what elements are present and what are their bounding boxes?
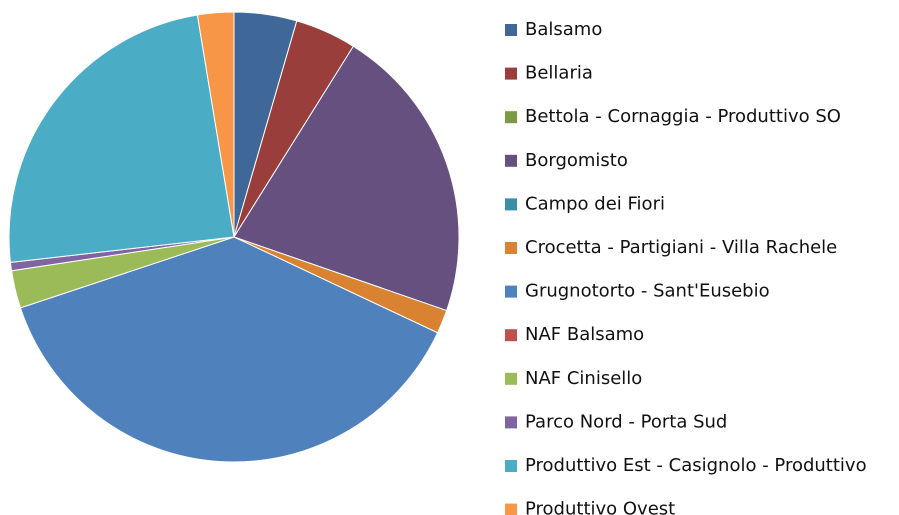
legend-label: Bettola - Cornaggia - Produttivo SO bbox=[525, 106, 841, 127]
pie-slice bbox=[196, 11, 235, 238]
legend-label: NAF Balsamo bbox=[525, 324, 644, 345]
legend-label: Campo dei Fiori bbox=[525, 193, 665, 214]
legend-swatch bbox=[505, 198, 517, 211]
pie-slice bbox=[19, 236, 439, 463]
legend-swatch bbox=[505, 242, 517, 254]
legend-swatch bbox=[505, 416, 517, 429]
legend-swatch bbox=[505, 67, 517, 80]
legend-label: Crocetta - Partigiani - Villa Rachele bbox=[525, 237, 837, 258]
legend-swatch bbox=[505, 460, 517, 472]
legend-label: Grugnotorto - Sant'Eusebio bbox=[525, 281, 770, 302]
legend-swatch bbox=[505, 329, 517, 342]
legend-label: NAF Cinisello bbox=[525, 368, 642, 389]
legend-label: Balsamo bbox=[525, 19, 602, 40]
legend-swatch bbox=[505, 285, 517, 298]
legend-label: Produttivo Est - Casignolo - Produttivo bbox=[525, 455, 867, 476]
pie-slice bbox=[233, 45, 460, 312]
pie-slice bbox=[8, 14, 235, 263]
legend-swatch bbox=[505, 503, 517, 515]
legend-swatch bbox=[505, 154, 517, 167]
legend-swatch bbox=[505, 111, 517, 124]
legend-label: Produttivo Ovest bbox=[525, 499, 675, 515]
legend-label: Bellaria bbox=[525, 63, 593, 84]
legend-label: Parco Nord - Porta Sud bbox=[525, 411, 727, 432]
legend-swatch bbox=[505, 24, 517, 36]
legend-swatch bbox=[505, 372, 517, 385]
legend-label: Borgomisto bbox=[525, 150, 628, 171]
